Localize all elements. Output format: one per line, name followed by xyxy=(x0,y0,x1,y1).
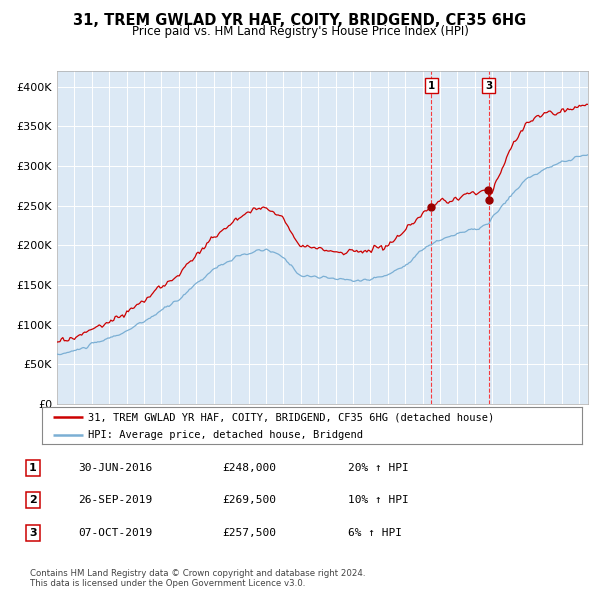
Text: 2: 2 xyxy=(29,496,37,505)
Text: 10% ↑ HPI: 10% ↑ HPI xyxy=(348,496,409,505)
Text: £257,500: £257,500 xyxy=(222,528,276,537)
Text: HPI: Average price, detached house, Bridgend: HPI: Average price, detached house, Brid… xyxy=(88,430,363,440)
Text: Price paid vs. HM Land Registry's House Price Index (HPI): Price paid vs. HM Land Registry's House … xyxy=(131,25,469,38)
Text: £248,000: £248,000 xyxy=(222,463,276,473)
Text: 07-OCT-2019: 07-OCT-2019 xyxy=(78,528,152,537)
Text: £269,500: £269,500 xyxy=(222,496,276,505)
Text: 3: 3 xyxy=(485,81,492,91)
Text: 1: 1 xyxy=(428,81,435,91)
Text: 26-SEP-2019: 26-SEP-2019 xyxy=(78,496,152,505)
Text: 31, TREM GWLAD YR HAF, COITY, BRIDGEND, CF35 6HG (detached house): 31, TREM GWLAD YR HAF, COITY, BRIDGEND, … xyxy=(88,412,494,422)
Text: 3: 3 xyxy=(29,528,37,537)
Text: 20% ↑ HPI: 20% ↑ HPI xyxy=(348,463,409,473)
Text: 30-JUN-2016: 30-JUN-2016 xyxy=(78,463,152,473)
Text: 31, TREM GWLAD YR HAF, COITY, BRIDGEND, CF35 6HG: 31, TREM GWLAD YR HAF, COITY, BRIDGEND, … xyxy=(73,13,527,28)
Text: 6% ↑ HPI: 6% ↑ HPI xyxy=(348,528,402,537)
Text: 1: 1 xyxy=(29,463,37,473)
Text: Contains HM Land Registry data © Crown copyright and database right 2024.
This d: Contains HM Land Registry data © Crown c… xyxy=(30,569,365,588)
